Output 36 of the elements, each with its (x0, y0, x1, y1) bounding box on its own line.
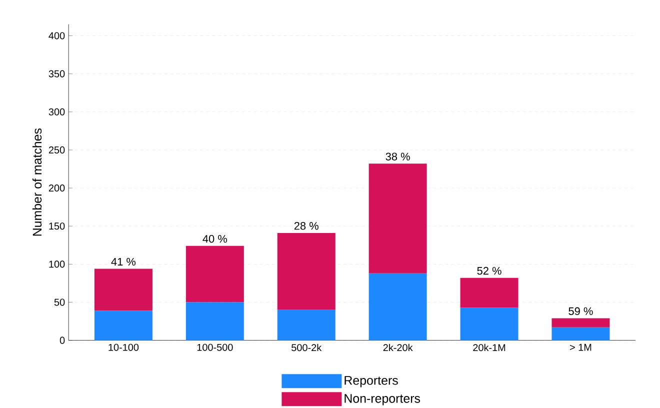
bar (277, 232, 336, 310)
legend-label: Non-reporters (344, 394, 420, 406)
bar (94, 310, 152, 340)
annotation: 28 % (294, 222, 318, 230)
y-axis-title: Number of matches (32, 128, 42, 236)
bar (460, 278, 518, 308)
bar (94, 268, 152, 311)
legend-label: Reporters (344, 376, 398, 388)
y-tick-label: 400 (48, 32, 65, 40)
annotation: 38 % (386, 152, 410, 160)
annotation: 40 % (202, 234, 227, 243)
x-tick-label: 20k-1M (473, 344, 506, 352)
bar (186, 302, 244, 340)
x-tick-label: > 1M (570, 344, 592, 351)
x-tick-label: 2k-20k (383, 344, 413, 352)
y-tick-label: 150 (49, 222, 65, 230)
x-tick-label: 10-100 (108, 344, 139, 351)
y-tick-label: 50 (54, 298, 65, 306)
bar (368, 273, 427, 340)
annotation: 41 % (111, 258, 136, 266)
bar (552, 327, 610, 340)
bar (552, 318, 610, 328)
annotation: 59 % (568, 307, 593, 315)
y-tick-label: 200 (48, 184, 65, 192)
annotation: 52 % (477, 266, 502, 275)
y-tick-label: 300 (48, 108, 65, 116)
y-tick-label: 350 (48, 70, 65, 78)
x-tick-label: 500-2k (292, 344, 322, 352)
bar (277, 310, 336, 340)
x-tick-label: 100-500 (197, 344, 233, 351)
bar (186, 246, 244, 302)
y-tick-label: 250 (48, 146, 65, 154)
bar (460, 307, 518, 340)
y-tick-label: 100 (49, 260, 65, 268)
bar (368, 164, 427, 274)
y-tick-label: 0 (60, 336, 65, 344)
